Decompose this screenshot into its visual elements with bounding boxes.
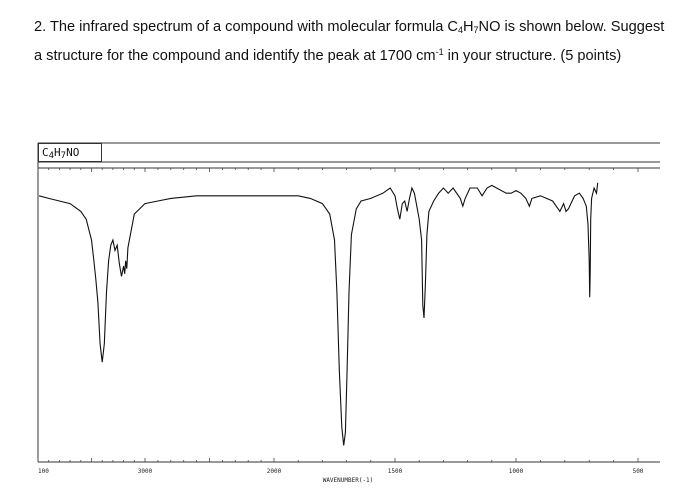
x-tick-label: 100: [38, 468, 49, 475]
question-text-middle: NO is shown below. Suggest a structure f…: [34, 19, 665, 64]
x-tick-label: 3000: [138, 468, 153, 475]
label-c: C: [42, 146, 49, 159]
formula-subscript-c: 4: [457, 25, 463, 35]
x-tick-label: 1500: [388, 468, 403, 475]
label-no: NO: [66, 146, 80, 159]
wavenumber-unit-superscript: -1: [435, 47, 444, 57]
x-tick-label: 2000: [267, 468, 282, 475]
label-h: H: [54, 146, 61, 159]
question-text-prefix: 2. The infrared spectrum of a compound w…: [34, 19, 458, 35]
question-paragraph: 2. The infrared spectrum of a compound w…: [34, 16, 674, 67]
formula-subscript-h: 7: [473, 25, 479, 35]
spectrum-line: [38, 182, 599, 446]
x-axis-tick-labels: 100 3000 2000 1500 1000 500: [38, 468, 644, 475]
x-tick-label: 500: [633, 468, 644, 475]
label-sub-4: 4: [48, 151, 55, 161]
chart-frame: [37, 142, 660, 463]
x-tick-label: 1000: [509, 468, 524, 475]
x-axis-ticks: [37, 168, 639, 462]
formula-hydrogen: H: [462, 19, 474, 35]
x-axis-title: WAVENUMBER(-1): [323, 477, 374, 484]
question-text: 2. The infrared spectrum of a compound w…: [34, 16, 674, 67]
question-text-suffix: in your structure. (5 points): [443, 48, 622, 64]
label-sub-7: 7: [60, 151, 67, 161]
